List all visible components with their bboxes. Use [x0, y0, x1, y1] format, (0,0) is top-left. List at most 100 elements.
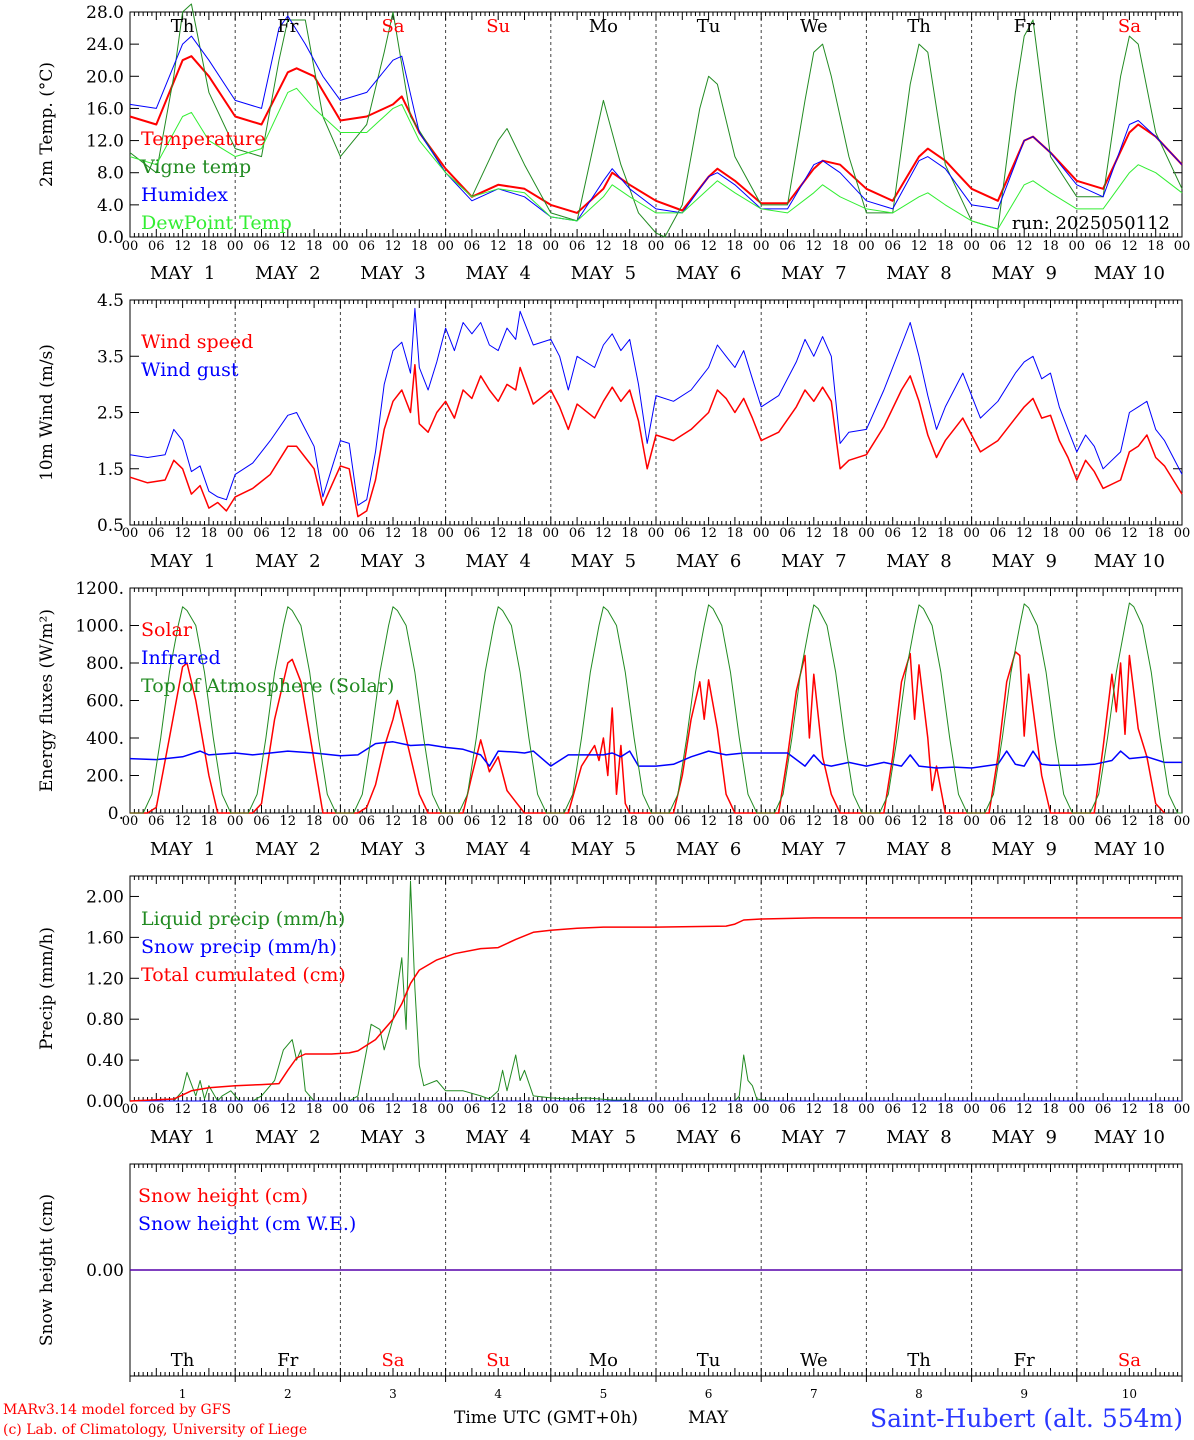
y-axis-label: 10m Wind (m/s): [37, 344, 57, 481]
y-tick-label: 1200.: [75, 579, 124, 599]
hour-tick-label: 00: [122, 526, 139, 541]
hour-tick-label: 18: [1147, 1102, 1164, 1117]
hour-tick-label: 18: [727, 239, 744, 254]
hour-tick-label: 18: [937, 526, 954, 541]
y-tick-label: 800.: [86, 654, 124, 674]
plot-frame: [129, 587, 1183, 814]
hour-tick-label: 18: [306, 239, 323, 254]
hour-tick-label: 12: [595, 1102, 612, 1117]
hour-tick-label: 12: [911, 1102, 928, 1117]
day-number-label: 7: [810, 1387, 818, 1401]
legend-entry: Solar: [141, 619, 193, 641]
hour-tick-label: 00: [963, 814, 980, 829]
hour-tick-label: 06: [253, 239, 270, 254]
hour-tick-label: 00: [1069, 239, 1086, 254]
date-label: MAY 4: [465, 263, 530, 284]
hour-tick-label: 12: [490, 239, 507, 254]
hour-tick-label: 00: [1069, 814, 1086, 829]
day-number-label: 8: [915, 1387, 923, 1401]
legend-entry: Humidex: [141, 184, 228, 206]
hour-tick-label: 12: [911, 239, 928, 254]
y-tick-label: 0.: [108, 804, 124, 824]
y-axis-label: 2m Temp. (°C): [37, 62, 57, 187]
plot-frame: [129, 299, 1183, 526]
y-tick-label: 28.0: [86, 3, 124, 23]
series-line-top-of-atmosphere-solar-: [130, 602, 1182, 814]
date-label: MAY 6: [676, 839, 741, 860]
date-label: MAY 5: [571, 1127, 636, 1148]
panel-3: 0. 200. 400. 600. 800. 1000. 1200. Energy fluxe…: [37, 579, 1190, 860]
hour-tick-label: 00: [437, 1102, 454, 1117]
hour-tick-label: 06: [358, 1102, 375, 1117]
y-tick-label: 0.40: [86, 1051, 124, 1071]
hour-tick-label: 00: [648, 814, 665, 829]
hour-tick-label: 18: [621, 814, 638, 829]
hour-tick-label: 00: [227, 239, 244, 254]
date-label: MAY 3: [360, 1127, 425, 1148]
hour-tick-label: 00: [543, 814, 560, 829]
date-label: MAY 2: [255, 263, 320, 284]
legend-entry: Snow precip (mm/h): [141, 936, 337, 958]
x-axis-label: Time UTC (GMT+0h): [454, 1408, 638, 1428]
hour-tick-label: 06: [990, 814, 1007, 829]
panel-5: 0.00 Snow height (cm) Snow height (cm) Snow…: [37, 1163, 1183, 1401]
hour-tick-label: 18: [937, 814, 954, 829]
series-line-dewpoint-temp: [129, 87, 1183, 230]
y-tick-label: 1000.: [75, 617, 124, 637]
hour-tick-label: 00: [122, 814, 139, 829]
date-label: MAY 4: [465, 839, 530, 860]
hour-tick-label: 00: [543, 239, 560, 254]
date-label: MAY 2: [255, 551, 320, 572]
hour-tick-label: 06: [884, 239, 901, 254]
date-label: MAY 1: [150, 1127, 215, 1148]
hour-tick-label: 12: [700, 1102, 717, 1117]
y-tick-label: 0.00: [86, 1261, 124, 1281]
y-tick-label: 4.5: [97, 291, 124, 311]
hour-tick-label: 12: [1121, 1102, 1138, 1117]
weekday-label: Th: [171, 16, 195, 37]
hour-tick-label: 06: [779, 1102, 796, 1117]
x-axis-month: MAY: [688, 1408, 729, 1428]
hour-tick-label: 00: [1069, 1102, 1086, 1117]
weekday-label: Th: [907, 16, 931, 37]
model-credit-line1: MARv3.14 model forced by GFS: [3, 1402, 231, 1418]
hour-tick-label: 00: [227, 814, 244, 829]
day-number-label: 4: [494, 1387, 502, 1401]
day-number-label: 2: [284, 1387, 292, 1401]
hour-tick-label: 00: [1174, 1102, 1191, 1117]
legend-entry: Snow height (cm): [138, 1185, 308, 1207]
hour-tick-label: 06: [464, 239, 481, 254]
day-number-label: 10: [1122, 1387, 1137, 1401]
hour-tick-label: 12: [911, 814, 928, 829]
hour-tick-label: 00: [963, 526, 980, 541]
date-label: MAY 9: [991, 1127, 1056, 1148]
hour-tick-label: 00: [1174, 814, 1191, 829]
hour-tick-label: 18: [516, 239, 533, 254]
date-label: MAY 10: [1094, 263, 1165, 284]
legend-entry: DewPoint Temp: [141, 212, 292, 234]
hour-tick-label: 06: [253, 1102, 270, 1117]
hour-tick-label: 18: [411, 526, 428, 541]
hour-tick-label: 00: [437, 814, 454, 829]
hour-tick-label: 12: [385, 814, 402, 829]
hour-tick-label: 18: [306, 526, 323, 541]
hour-tick-label: 18: [411, 1102, 428, 1117]
hour-tick-label: 06: [1095, 1102, 1112, 1117]
hour-tick-label: 00: [122, 239, 139, 254]
date-label: MAY 2: [255, 839, 320, 860]
hour-tick-label: 18: [621, 1102, 638, 1117]
series-line-total-cumulated-cm-: [129, 917, 1182, 1102]
date-label: MAY 7: [781, 839, 846, 860]
hour-tick-label: 00: [753, 526, 770, 541]
y-tick-label: 3.5: [97, 347, 124, 367]
hour-tick-label: 06: [990, 1102, 1007, 1117]
date-label: MAY 1: [150, 839, 215, 860]
hour-tick-label: 00: [858, 526, 875, 541]
hour-tick-label: 12: [280, 239, 297, 254]
hour-tick-label: 18: [306, 814, 323, 829]
hour-tick-label: 12: [1121, 239, 1138, 254]
y-tick-label: 1.5: [97, 460, 124, 480]
y-axis-label: Snow height (cm): [37, 1194, 57, 1346]
date-label: MAY 9: [991, 263, 1056, 284]
